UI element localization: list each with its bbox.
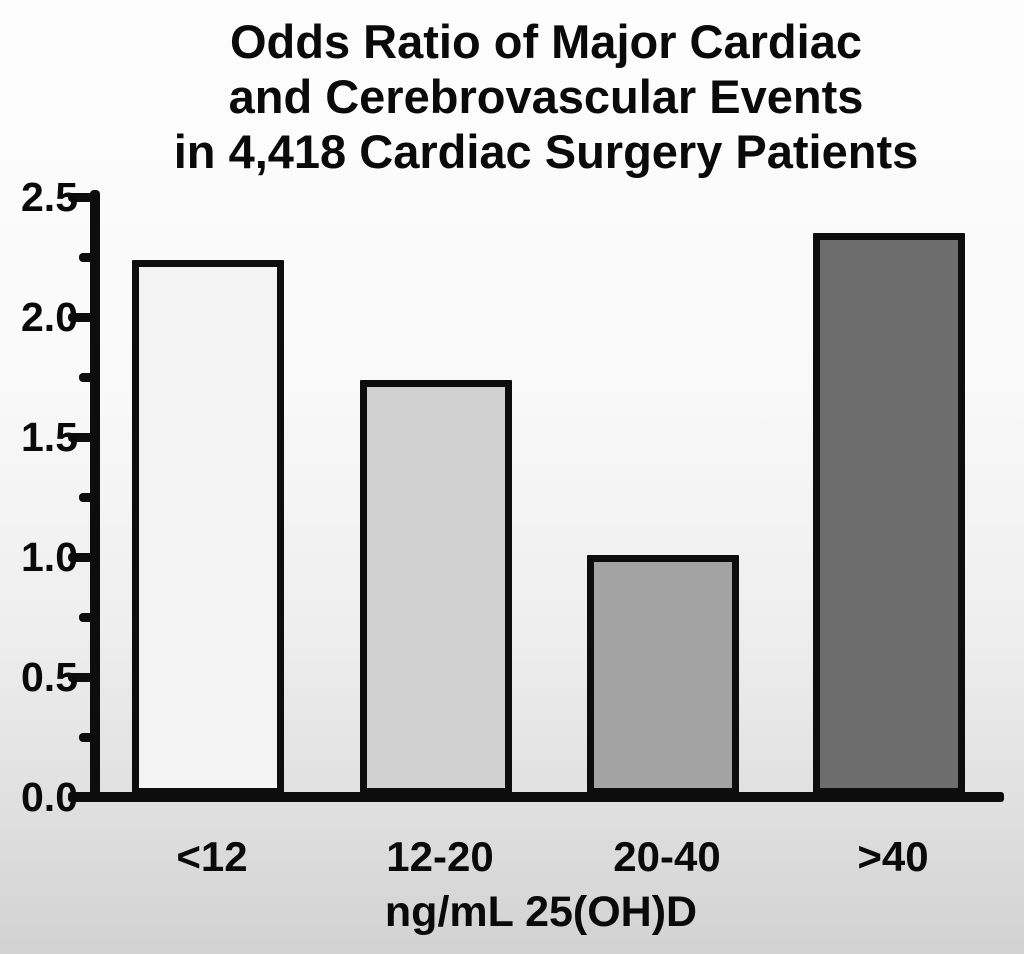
y-minor-tick [79,252,94,262]
y-major-tick [68,672,94,682]
y-minor-tick [79,492,94,502]
y-major-tick [68,312,94,322]
x-axis-title: ng/mL 25(OH)D [384,888,698,936]
y-tick-label: 2.0 [21,294,78,340]
x-tick-label: 12-20 [386,833,494,880]
y-axis-line [90,190,100,802]
x-axis-line [68,792,1004,802]
y-major-tick [68,192,94,202]
x-tick-label: >40 [857,833,929,880]
x-tick-label: <12 [176,833,248,880]
y-minor-tick [79,732,94,742]
y-minor-tick [79,612,94,622]
bar-<12 [132,260,284,795]
y-tick-label: 2.5 [21,174,78,220]
bar-12-20 [360,380,512,795]
y-major-tick [68,552,94,562]
bar->40 [813,233,965,795]
y-major-tick [68,432,94,442]
y-tick-label: 1.0 [21,534,78,580]
x-tick-label: 20-40 [613,833,721,880]
y-tick-label: 0.0 [21,774,78,820]
y-tick-label: 0.5 [21,654,78,700]
y-tick-label: 1.5 [21,414,78,460]
chart-title: Odds Ratio of Major Cardiac and Cerebrov… [173,15,919,178]
y-minor-tick [79,372,94,382]
y-major-tick [68,792,94,802]
bar-20-40 [587,555,739,795]
